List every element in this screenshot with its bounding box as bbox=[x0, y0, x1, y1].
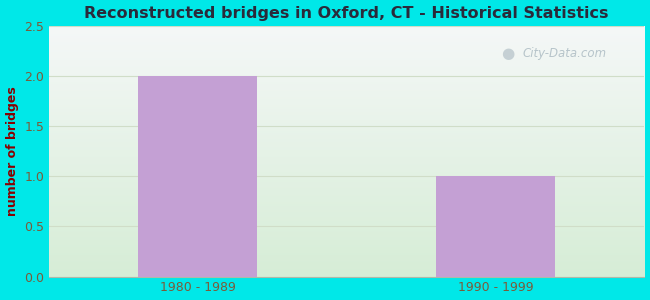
Text: ●: ● bbox=[502, 46, 515, 61]
Title: Reconstructed bridges in Oxford, CT - Historical Statistics: Reconstructed bridges in Oxford, CT - Hi… bbox=[84, 6, 609, 21]
Text: City-Data.com: City-Data.com bbox=[523, 47, 606, 60]
Y-axis label: number of bridges: number of bridges bbox=[6, 86, 19, 216]
Bar bbox=[436, 176, 555, 277]
Bar bbox=[138, 76, 257, 277]
